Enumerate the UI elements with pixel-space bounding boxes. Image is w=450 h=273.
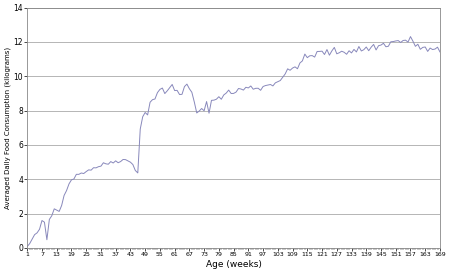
X-axis label: Age (weeks): Age (weeks) <box>206 260 261 269</box>
Y-axis label: Averaged Daily Food Consumption (kilograms): Averaged Daily Food Consumption (kilogra… <box>4 47 11 209</box>
